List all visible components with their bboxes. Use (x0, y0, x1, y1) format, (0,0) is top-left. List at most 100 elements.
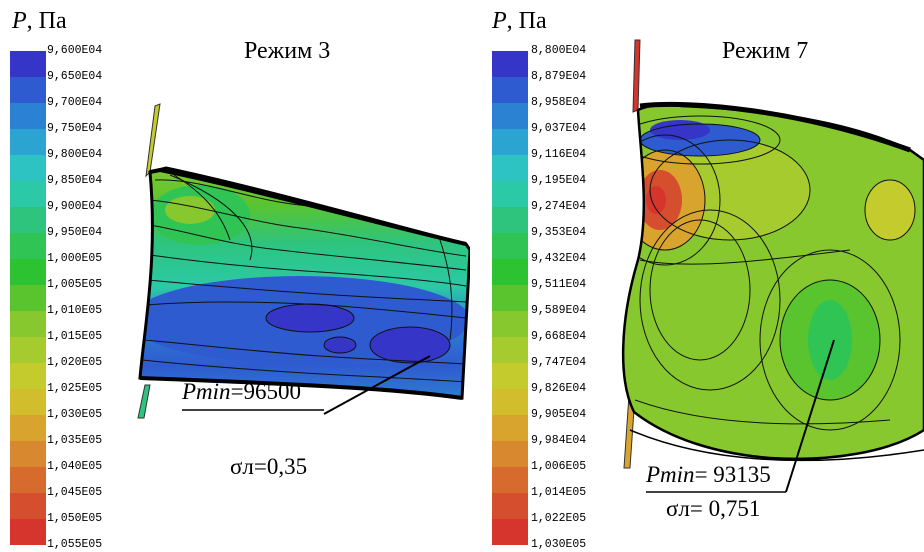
pressure-unit: , Па (26, 8, 67, 34)
colorbar-tick-label: 9,353E04 (531, 226, 587, 239)
pmin-value: = 93135 (694, 462, 771, 487)
colorbar-tick-label: 1,020E05 (47, 356, 103, 369)
colorbar-tick-label: 9,750E04 (47, 122, 103, 135)
colorbar-tick-label: 9,747E04 (531, 356, 587, 369)
colorbar-tick-label: 9,984E04 (531, 434, 587, 447)
contour-field (623, 104, 924, 459)
colorbar-swatch (492, 389, 528, 415)
colorbar-swatch (10, 259, 46, 285)
colorbar-swatch (492, 51, 528, 77)
colorbar-tick-label: 1,006E05 (531, 460, 587, 473)
colorbar-swatch (492, 285, 528, 311)
colorbar (10, 51, 46, 545)
colorbar-swatch (10, 129, 46, 155)
colorbar-swatch (10, 337, 46, 363)
mode-title: Режим 7 (722, 38, 809, 64)
colorbar-tick-label: 9,900E04 (47, 200, 103, 213)
colorbar-tick-label: 1,022E05 (531, 512, 587, 525)
colorbar-tick-label: 8,879E04 (531, 70, 587, 83)
pmin-leader-line (323, 355, 431, 415)
colorbar-tick-label: 9,116E04 (531, 148, 587, 161)
colorbar-tick-label: 1,045E05 (47, 486, 103, 499)
colorbar-swatch (492, 155, 528, 181)
colorbar-swatch (10, 51, 46, 77)
colorbar (492, 51, 528, 545)
pmin-label: Pmin= 93135 (646, 462, 771, 488)
colorbar-tick-label: 9,589E04 (531, 304, 587, 317)
colorbar-swatch (492, 233, 528, 259)
colorbar-swatch (492, 129, 528, 155)
inlet-duct (145, 103, 161, 178)
mode-title: Режим 3 (244, 38, 331, 64)
colorbar-swatch (492, 259, 528, 285)
colorbar-swatch (10, 233, 46, 259)
pressure-axis-title: P, Па (12, 8, 67, 35)
pmin-symbol: Pmin (646, 462, 695, 487)
colorbar-swatch (10, 207, 46, 233)
colorbar-tick-label: 1,030E05 (531, 538, 587, 551)
colorbar-swatch (10, 389, 46, 415)
colorbar-tick-label: 1,014E05 (531, 486, 587, 499)
colorbar-swatch (492, 441, 528, 467)
colorbar-swatch (10, 467, 46, 493)
outlet-duct (137, 384, 151, 419)
colorbar-swatch (10, 155, 46, 181)
colorbar-swatch (492, 311, 528, 337)
panel-mode-3: P, Па 9,600E04 9,650E04 9,700E04 9,750E04 9,… (10, 8, 470, 551)
colorbar-tick-label: 1,050E05 (47, 512, 103, 525)
contour-field (140, 168, 470, 398)
colorbar-swatch (10, 285, 46, 311)
colorbar-tick-label: 9,668E04 (531, 330, 587, 343)
colorbar-tick-label: 9,432E04 (531, 252, 587, 265)
pressure-contour-plot (137, 103, 470, 419)
colorbar-tick-label: 9,650E04 (47, 70, 103, 83)
colorbar-tick-label: 1,055E05 (47, 538, 103, 551)
colorbar-tick-label: 9,950E04 (47, 226, 103, 239)
colorbar-swatch (10, 441, 46, 467)
colorbar-tick-label: 9,600E04 (47, 44, 103, 57)
colorbar-tick-label: 9,700E04 (47, 96, 103, 109)
colorbar-tick-label: 9,511E04 (531, 278, 587, 291)
colorbar-tick-label: 9,826E04 (531, 382, 587, 395)
inlet-duct (632, 39, 641, 113)
colorbar-tick-label: 9,037E04 (531, 122, 587, 135)
colorbar-swatch (10, 103, 46, 129)
colorbar-tick-label: 1,030E05 (47, 408, 103, 421)
pressure-unit: , Па (506, 8, 547, 34)
panel-mode-7: P, Па 8,800E04 8,879E04 8,958E04 9,037E04 9,… (470, 0, 924, 552)
colorbar-tick-label: 1,040E05 (47, 460, 103, 473)
colorbar-tick-label: 8,800E04 (531, 44, 587, 57)
colorbar-swatch (10, 415, 46, 441)
pressure-symbol: P (492, 8, 507, 34)
sigma-label: σл=0,35 (230, 454, 308, 479)
colorbar-tick-label: 8,958E04 (531, 96, 587, 109)
colorbar-swatch (492, 363, 528, 389)
colorbar-swatch (10, 311, 46, 337)
colorbar-tick-label: 1,025E05 (47, 382, 103, 395)
colorbar-swatch (492, 181, 528, 207)
pressure-contour-plot (621, 39, 924, 493)
colorbar-tick-label: 9,850E04 (47, 174, 103, 187)
pressure-symbol: P (12, 8, 27, 34)
colorbar-swatch (10, 363, 46, 389)
colorbar-swatch (10, 181, 46, 207)
pmin-leader-line (785, 339, 835, 493)
colorbar-tick-label: 9,800E04 (47, 148, 103, 161)
sigma-label: σл= 0,751 (666, 496, 761, 521)
colorbar-swatch (492, 519, 528, 545)
pmin-symbol: Pmin (182, 379, 231, 404)
colorbar-swatch (10, 519, 46, 545)
colorbar-tick-label: 9,905E04 (531, 408, 587, 421)
pmin-label: Pmin=96500 (182, 379, 301, 405)
colorbar-swatch (492, 337, 528, 363)
pmin-value: =96500 (230, 379, 302, 404)
pressure-axis-title: P, Па (492, 8, 547, 35)
colorbar-swatch (492, 207, 528, 233)
colorbar-swatch (492, 493, 528, 519)
colorbar-tick-label: 1,005E05 (47, 278, 103, 291)
colorbar-swatch (492, 77, 528, 103)
colorbar-tick-label: 1,035E05 (47, 434, 103, 447)
colorbar-tick-label: 1,015E05 (47, 330, 103, 343)
colorbar-swatch (492, 415, 528, 441)
colorbar-swatch (492, 103, 528, 129)
